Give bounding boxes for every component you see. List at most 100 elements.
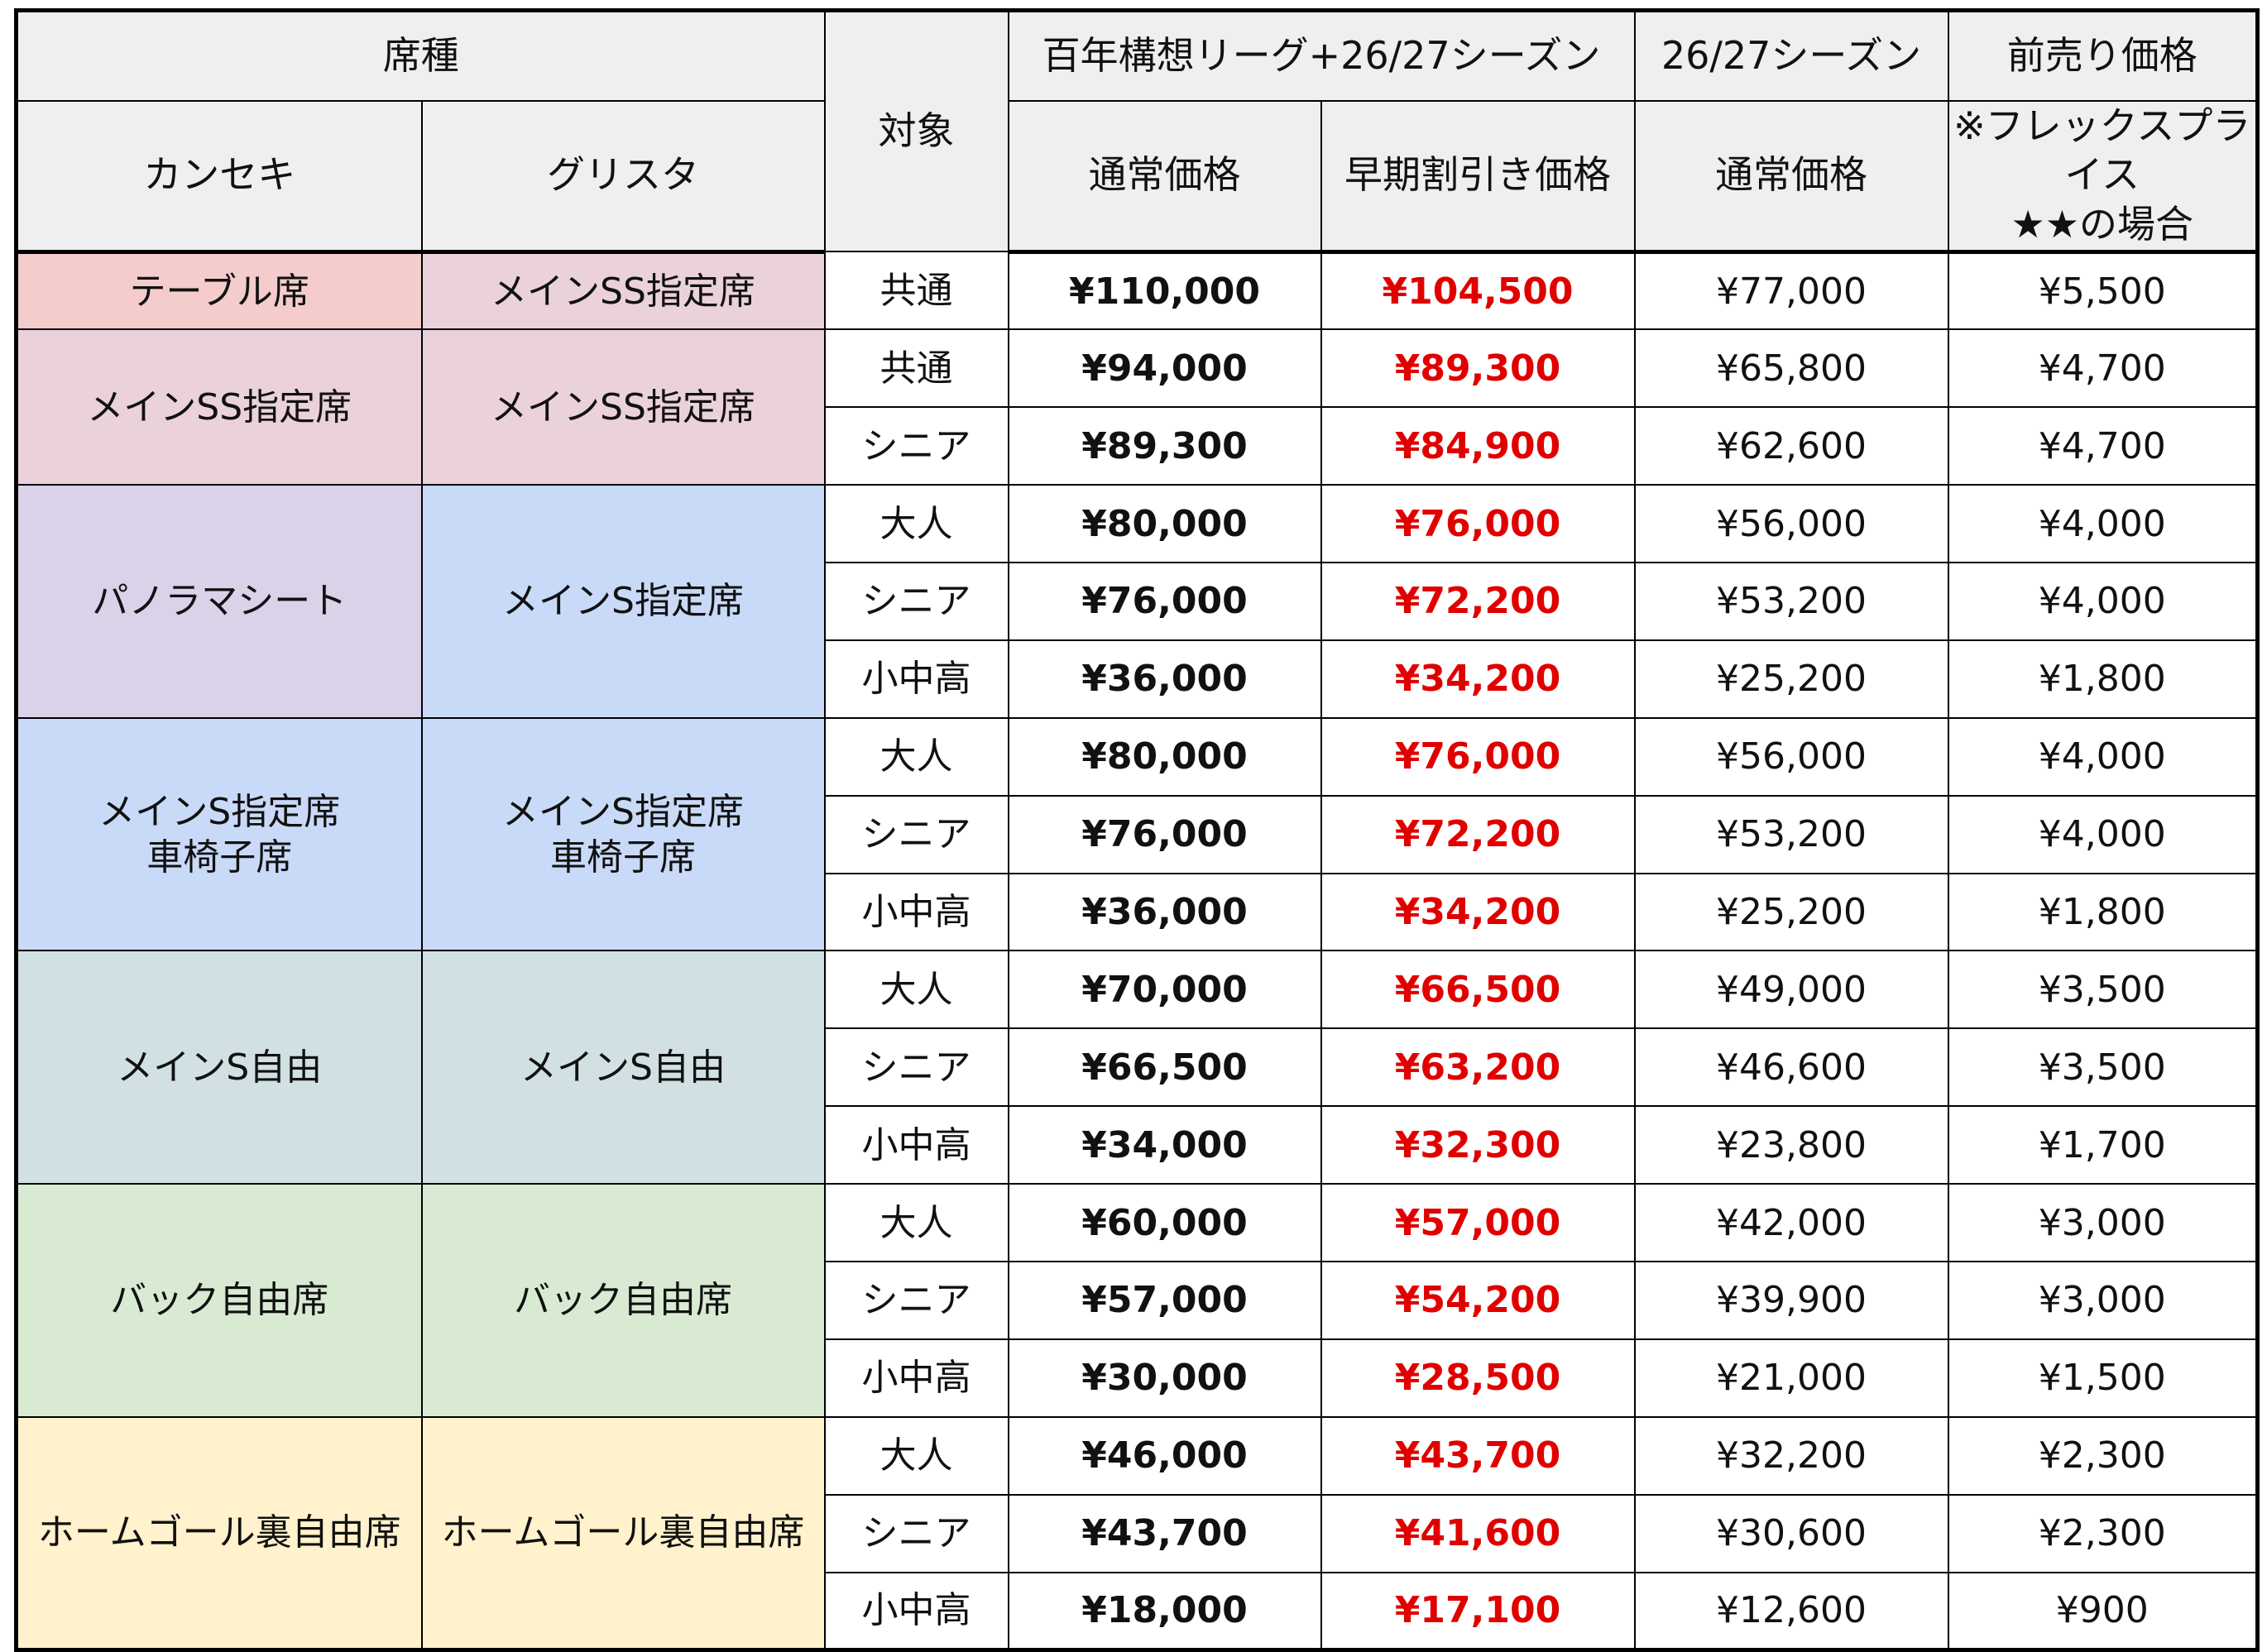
target: 小中高 <box>823 1338 1009 1418</box>
target: 小中高 <box>823 872 1009 952</box>
season-price: ¥25,200 <box>1633 872 1949 952</box>
presale-price: ¥1,800 <box>1947 872 2259 952</box>
normal-price: ¥70,000 <box>1007 950 1322 1030</box>
season-price: ¥53,200 <box>1633 561 1949 641</box>
presale-price: ¥4,000 <box>1947 794 2259 874</box>
season-price: ¥32,200 <box>1633 1415 1949 1496</box>
normal-price: ¥80,000 <box>1007 484 1322 563</box>
target: 小中高 <box>823 639 1009 719</box>
header-cell: 26/27シーズン <box>1633 9 1949 102</box>
early-price: ¥89,300 <box>1320 328 1636 409</box>
seat-grista: バック自由席 <box>420 1183 826 1418</box>
header-cell: グリスタ <box>420 99 826 254</box>
table-row: 席種 対象 百年構想リーグ+26/27シーズン 26/27シーズン 前売り価格 <box>15 9 2259 253</box>
target: 共通 <box>823 328 1009 409</box>
table-row: シニア ¥43,700 ¥41,600 ¥30,600 ¥2,300 <box>17 1493 2259 1573</box>
presale-price: ¥2,300 <box>1947 1493 2259 1573</box>
presale-price: ¥2,300 <box>1947 1415 2259 1496</box>
presale-price: ¥900 <box>1947 1571 2259 1651</box>
presale-price: ¥5,500 <box>1947 251 2259 331</box>
seat-kanseki: メインS自由 <box>15 950 423 1185</box>
normal-price: ¥76,000 <box>1007 561 1322 641</box>
seat-grista: メインS指定席 <box>420 484 826 719</box>
price-table: 席種 対象 百年構想リーグ+26/27シーズン 26/27シーズン 前売り価格 カンセキグ… <box>14 8 2260 1652</box>
early-price: ¥54,200 <box>1320 1260 1636 1340</box>
normal-price: ¥36,000 <box>1007 872 1322 952</box>
season-price: ¥49,000 <box>1633 950 1949 1030</box>
note-line: ※フレックスプライス <box>1953 103 2251 198</box>
header-cell: 対象 <box>823 9 1009 253</box>
table-row: シニア ¥57,000 ¥54,200 ¥39,900 ¥3,000 <box>17 1260 2259 1340</box>
season-price: ¥77,000 <box>1633 251 1949 331</box>
note-line: ★★の場合 <box>2011 202 2193 247</box>
normal-price: ¥34,000 <box>1007 1105 1322 1185</box>
target: 大人 <box>823 484 1009 563</box>
early-price: ¥34,200 <box>1320 639 1636 719</box>
early-price: ¥104,500 <box>1320 251 1636 331</box>
early-price: ¥57,000 <box>1320 1183 1636 1262</box>
normal-price: ¥94,000 <box>1007 328 1322 409</box>
season-price: ¥56,000 <box>1633 484 1949 563</box>
season-price: ¥23,800 <box>1633 1105 1949 1185</box>
presale-price: ¥3,500 <box>1947 950 2259 1030</box>
normal-price: ¥110,000 <box>1007 251 1322 331</box>
header-cell: 通常価格 <box>1633 99 1949 254</box>
target: シニア <box>823 794 1009 874</box>
early-price: ¥41,600 <box>1320 1493 1636 1573</box>
normal-price: ¥76,000 <box>1007 794 1322 874</box>
seat-grista: メインSS指定席 <box>420 251 826 331</box>
season-price: ¥39,900 <box>1633 1260 1949 1340</box>
target: シニア <box>823 1027 1009 1108</box>
seat-grista: メインS自由 <box>420 950 826 1185</box>
header-cell: 百年構想リーグ+26/27シーズン <box>1007 9 1636 102</box>
table-row: カンセキ グリスタ 通常価格 早期割引き価格 通常価格 ※フレックスプライス ★★の場合 <box>15 99 2259 254</box>
early-price: ¥32,300 <box>1320 1105 1636 1185</box>
table-row: パノラマシート メインS指定席 大人 ¥80,000 ¥76,000 ¥56,000 ¥4,… <box>15 484 2259 719</box>
table-row: 小中高 ¥36,000 ¥34,200 ¥25,200 ¥1,800 <box>17 872 2259 952</box>
target: シニア <box>823 406 1009 486</box>
season-price: ¥12,600 <box>1633 1571 1949 1651</box>
table-row: メインSS指定席 メインSS指定席 共通 ¥94,000 ¥89,300 ¥65,800 ¥… <box>15 328 2259 486</box>
presale-price: ¥3,000 <box>1947 1183 2259 1262</box>
season-price: ¥42,000 <box>1633 1183 1949 1262</box>
target: 大人 <box>823 1183 1009 1262</box>
season-price: ¥21,000 <box>1633 1338 1949 1418</box>
seat-kanseki: メインS指定席 車椅子席 <box>15 716 423 952</box>
target: シニア <box>823 1493 1009 1573</box>
normal-price: ¥89,300 <box>1007 406 1322 486</box>
header-cell: 通常価格 <box>1007 99 1322 254</box>
presale-price: ¥3,500 <box>1947 1027 2259 1108</box>
presale-price: ¥4,000 <box>1947 484 2259 563</box>
presale-price: ¥1,500 <box>1947 1338 2259 1418</box>
normal-price: ¥66,500 <box>1007 1027 1322 1108</box>
table-row: ホームゴール裏自由席 ホームゴール裏自由席 大人 ¥46,000 ¥43,700 ¥32,… <box>15 1415 2259 1651</box>
table-row: 小中高 ¥34,000 ¥32,300 ¥23,800 ¥1,700 <box>17 1105 2259 1185</box>
table-row: シニア ¥66,500 ¥63,200 ¥46,600 ¥3,500 <box>17 1027 2259 1108</box>
table-row: 小中高 ¥30,000 ¥28,500 ¥21,000 ¥1,500 <box>17 1338 2259 1418</box>
early-price: ¥76,000 <box>1320 716 1636 797</box>
target: 大人 <box>823 1415 1009 1496</box>
table-row: メインS自由 メインS自由 大人 ¥70,000 ¥66,500 ¥49,000 ¥3,50… <box>15 950 2259 1185</box>
early-price: ¥17,100 <box>1320 1571 1636 1651</box>
early-price: ¥63,200 <box>1320 1027 1636 1108</box>
early-price: ¥76,000 <box>1320 484 1636 563</box>
target: 小中高 <box>823 1105 1009 1185</box>
seat-kanseki: メインSS指定席 <box>15 328 423 486</box>
season-price: ¥53,200 <box>1633 794 1949 874</box>
normal-price: ¥36,000 <box>1007 639 1322 719</box>
early-price: ¥72,200 <box>1320 794 1636 874</box>
season-price: ¥25,200 <box>1633 639 1949 719</box>
target: 大人 <box>823 950 1009 1030</box>
seat-kanseki: バック自由席 <box>15 1183 423 1418</box>
early-price: ¥72,200 <box>1320 561 1636 641</box>
early-price: ¥43,700 <box>1320 1415 1636 1496</box>
table-row: シニア ¥89,300 ¥84,900 ¥62,600 ¥4,700 <box>17 406 2259 486</box>
normal-price: ¥18,000 <box>1007 1571 1322 1651</box>
season-price: ¥56,000 <box>1633 716 1949 797</box>
target: シニア <box>823 1260 1009 1340</box>
table-row: シニア ¥76,000 ¥72,200 ¥53,200 ¥4,000 <box>17 561 2259 641</box>
presale-price: ¥4,000 <box>1947 561 2259 641</box>
presale-price: ¥4,700 <box>1947 406 2259 486</box>
presale-price: ¥4,000 <box>1947 716 2259 797</box>
seat-grista: メインS指定席 車椅子席 <box>420 716 826 952</box>
